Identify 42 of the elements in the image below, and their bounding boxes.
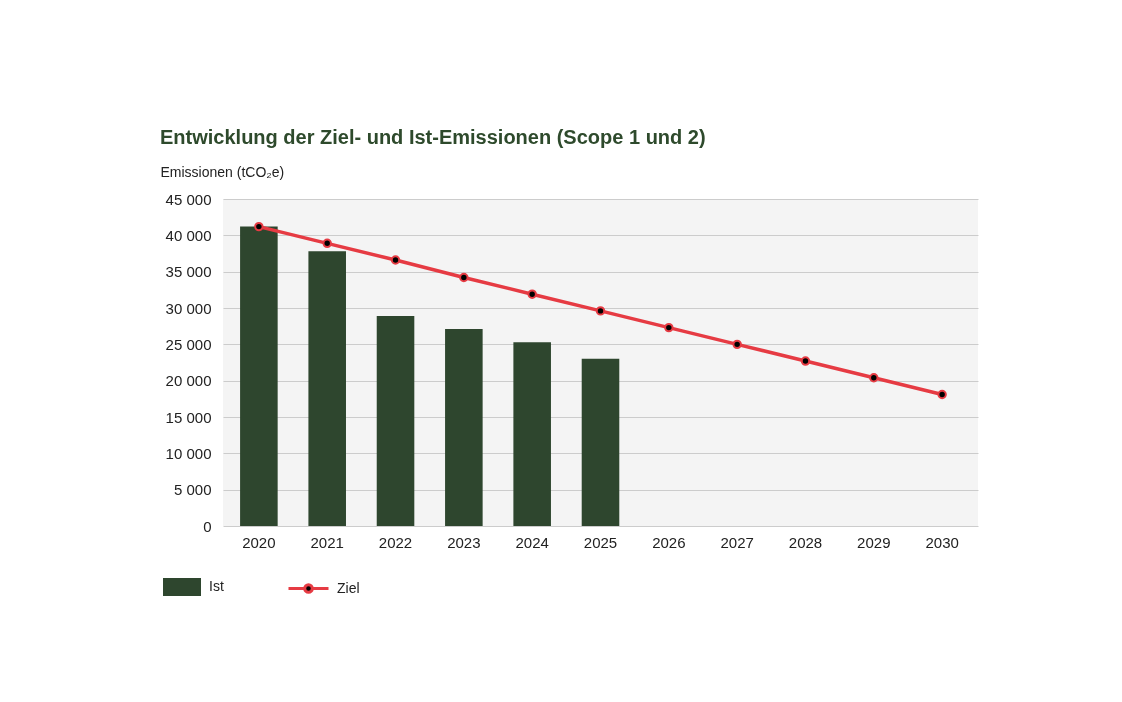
bar bbox=[376, 315, 415, 526]
chart-title: Entwicklung der Ziel- und Ist-Emissionen (Scope 1 und 2) bbox=[160, 126, 706, 148]
point bbox=[527, 289, 537, 299]
y-axis-title: Emissionen (tCO₂e) bbox=[160, 163, 285, 180]
point bbox=[595, 306, 606, 316]
bar bbox=[308, 251, 346, 526]
bar bbox=[513, 342, 551, 526]
point bbox=[459, 272, 469, 283]
y-tick-label: 15 000 bbox=[165, 408, 212, 426]
y-tick-label: 35 000 bbox=[165, 263, 212, 281]
x-tick-label: 2022 bbox=[378, 533, 413, 551]
bar bbox=[445, 329, 483, 526]
x-tick-label: 2030 bbox=[925, 533, 959, 551]
x-tick-label: 2028 bbox=[788, 533, 823, 551]
bar bbox=[581, 358, 620, 526]
point bbox=[800, 356, 811, 366]
point bbox=[322, 238, 332, 249]
y-tick-label: 30 000 bbox=[165, 299, 212, 317]
y-tick-label: 5 000 bbox=[173, 481, 212, 499]
point bbox=[390, 255, 401, 265]
x-tick-label: 2024 bbox=[515, 533, 549, 551]
point bbox=[732, 339, 742, 350]
legend-label: Ist bbox=[209, 578, 224, 594]
bar bbox=[240, 226, 278, 526]
point bbox=[869, 373, 879, 383]
y-tick-label: 20 000 bbox=[165, 372, 212, 390]
legend-label: Ziel bbox=[337, 579, 360, 596]
x-tick-label: 2025 bbox=[583, 533, 618, 551]
y-tick-label: 40 000 bbox=[165, 226, 212, 244]
y-tick-label: 45 000 bbox=[165, 190, 212, 208]
point bbox=[254, 221, 264, 232]
x-tick-label: 2027 bbox=[720, 533, 754, 551]
x-tick-label: 2023 bbox=[447, 533, 481, 551]
point bbox=[937, 389, 947, 400]
x-tick-label: 2029 bbox=[857, 533, 891, 551]
y-tick-label: 10 000 bbox=[165, 444, 212, 462]
x-tick-label: 2026 bbox=[652, 533, 686, 551]
x-tick-label: 2021 bbox=[310, 533, 344, 551]
y-tick-label: 25 000 bbox=[165, 335, 212, 353]
x-tick-label: 2020 bbox=[242, 533, 276, 551]
point bbox=[664, 322, 674, 333]
y-tick-label: 0 bbox=[203, 517, 212, 535]
